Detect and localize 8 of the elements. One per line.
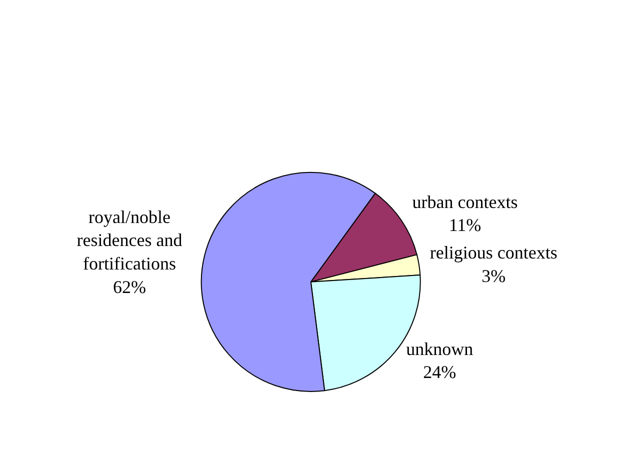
- data-label: 24%: [423, 362, 456, 382]
- data-label: 3%: [482, 266, 506, 286]
- slice-label: religious contexts: [430, 242, 558, 263]
- slice-label: royal/noble residences and fortifications: [76, 206, 182, 274]
- data-label: 62%: [112, 277, 146, 298]
- data-label: 11%: [448, 215, 482, 236]
- slice-label: urban contexts: [412, 192, 518, 212]
- slice-label: unknown: [406, 338, 474, 359]
